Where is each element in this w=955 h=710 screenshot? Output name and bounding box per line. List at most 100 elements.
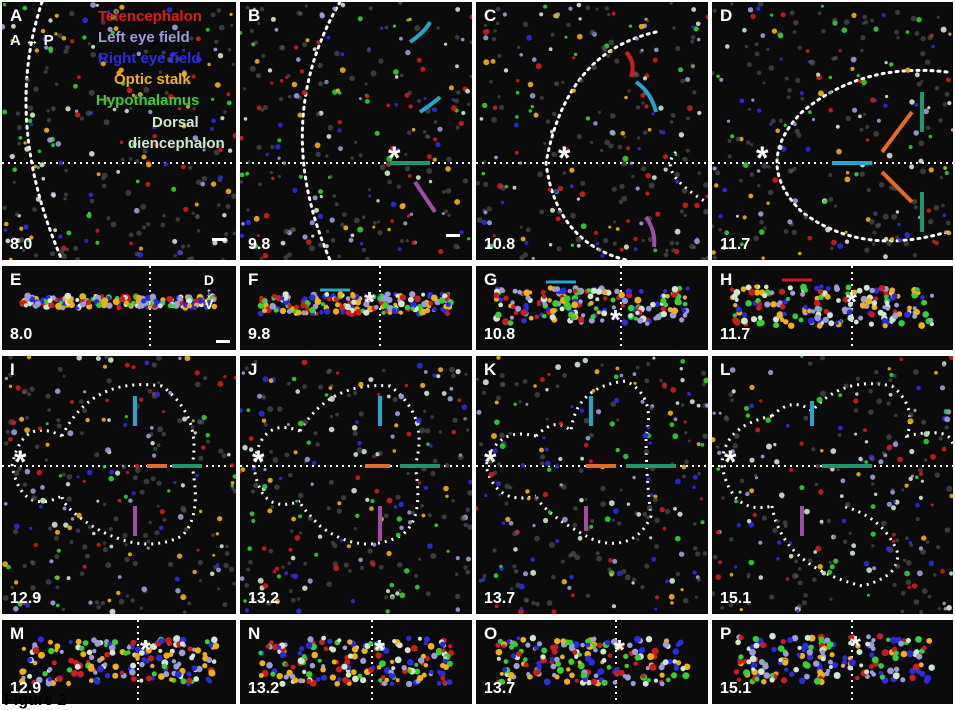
cell-dot [515,305,522,312]
cell-dot [392,397,398,403]
cell-dot [253,482,259,489]
cell-dot [513,547,518,552]
cell-dot [59,249,65,255]
cell-dot [629,161,633,165]
cell-dot [777,540,782,545]
cell-dot [845,171,850,175]
cell-dot [925,125,931,131]
cell-dot [430,553,437,559]
cell-dot [330,237,336,243]
cell-dot [407,174,412,178]
cell-dot [126,645,132,650]
cell-dot [482,573,487,578]
cell-dot [627,89,631,93]
cell-dot [944,416,951,423]
cell-dot [36,469,42,476]
cell-dot [34,444,40,449]
cell-dot [438,430,442,434]
cell-dot [156,356,162,361]
cell-dot [800,291,806,297]
cell-dot [949,571,953,576]
cell-dot [55,603,60,608]
cell-dot [779,304,786,310]
cell-dot [640,585,645,590]
cell-dot [186,677,193,684]
cell-dot [835,124,840,129]
cell-dot [157,381,161,385]
cell-dot [881,451,886,455]
cell-dot [547,285,554,291]
cell-dot [337,128,342,133]
cell-dot [177,418,183,424]
cell-dot [608,500,615,507]
cell-dot [945,220,951,226]
cell-dot [317,534,323,539]
cell-dot [148,655,155,662]
cell-dot [161,410,165,414]
cell-dot [142,148,148,154]
cell-dot [91,44,96,49]
cell-dot [292,187,298,193]
cell-dot [29,112,36,118]
cell-dot [749,384,755,390]
cell-dot [615,666,620,672]
cell-dot [905,536,909,541]
cell-dot [395,411,400,417]
cell-dot [351,425,358,431]
cell-dot [802,642,809,650]
legend: Telencephalon Left eye field Right eye f… [2,2,236,202]
cell-dot [555,539,560,544]
cell-dot [395,532,401,538]
cell-dot [381,295,389,302]
cell-dot [712,166,717,171]
cell-dot [166,7,173,13]
cell-dot [63,48,69,54]
cell-dot [892,374,897,378]
cell-dot [432,458,438,464]
cell-dot [289,589,293,594]
cell-dot [466,556,471,562]
cell-dot [531,256,535,260]
cell-dot [446,660,453,667]
cell-dot [649,406,654,411]
cell-dot [395,147,401,153]
cell-dot [281,45,285,50]
cell-dot [735,214,739,218]
cell-dot [286,423,290,426]
cell-dot [498,302,504,308]
cell-dot [911,583,918,589]
cell-dot [902,638,907,643]
cell-dot [685,77,691,82]
cell-dot [453,243,460,250]
cell-dot [386,497,393,504]
cell-dot [894,9,901,15]
cell-dot [187,646,193,652]
cell-dot [206,439,211,444]
cell-dot [811,309,816,314]
cell-dot [486,206,492,212]
cell-dot [858,114,862,119]
cell-dot [158,70,163,74]
cell-dot [821,570,827,576]
cell-dot [23,224,29,230]
cell-dot [388,672,393,677]
cell-dot [913,130,919,136]
cell-dot [606,53,611,59]
cell-dot [195,214,200,219]
cell-dot [363,309,370,316]
cell-dot [54,82,59,86]
cell-dot [548,542,555,548]
cell-dot [588,459,593,464]
cell-dot [432,373,437,378]
cell-dot [923,431,930,437]
cell-dot [540,461,545,466]
cell-dot [574,361,581,368]
cell-dot [220,116,225,121]
cell-dot [914,103,919,107]
cell-dot [58,234,63,239]
cell-dot [451,429,457,435]
cell-dot [534,496,539,501]
cell-dot [534,314,539,319]
cell-dot [930,454,936,460]
cell-dot [45,579,52,585]
